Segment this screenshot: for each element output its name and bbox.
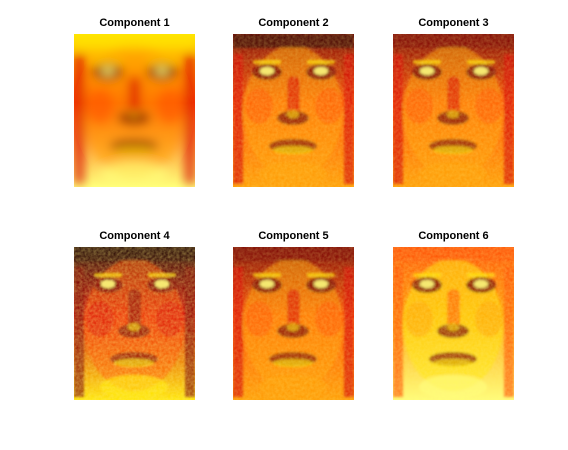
face-svg — [233, 247, 354, 400]
panel-title: Component 6 — [418, 230, 489, 242]
face-svg — [393, 247, 514, 400]
face-image-2 — [233, 34, 354, 187]
panel-title: Component 5 — [258, 230, 329, 242]
face-svg — [74, 34, 195, 187]
face-image-1 — [74, 34, 195, 187]
panel-title: Component 2 — [258, 17, 329, 29]
panel-title: Component 1 — [99, 17, 170, 29]
face-image-5 — [233, 247, 354, 400]
panel-title: Component 3 — [418, 17, 489, 29]
face-svg — [233, 34, 354, 187]
face-svg — [74, 247, 195, 400]
face-image-4 — [74, 247, 195, 400]
face-svg — [393, 34, 514, 187]
face-image-6 — [393, 247, 514, 400]
face-image-3 — [393, 34, 514, 187]
panel-title: Component 4 — [99, 230, 170, 242]
